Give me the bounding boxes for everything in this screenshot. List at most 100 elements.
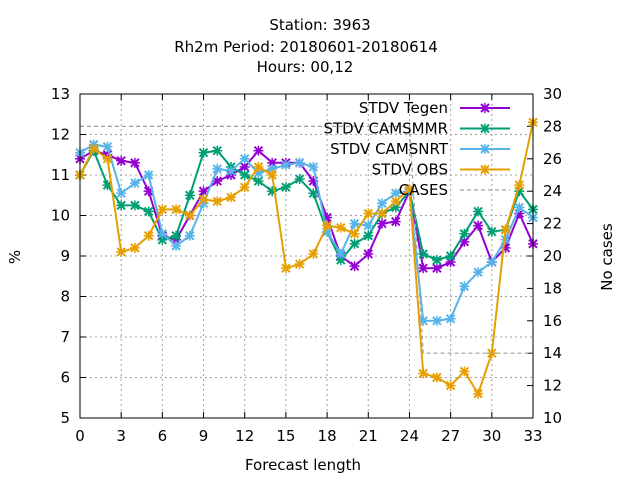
chart-title-line1: Station: 3963 (269, 16, 370, 34)
y-tick-label: 11 (51, 166, 70, 184)
data-point (514, 180, 525, 191)
data-point (129, 157, 140, 168)
data-point (445, 380, 456, 391)
data-point (431, 255, 442, 266)
data-point (500, 224, 511, 235)
series-stdv-camsmmr (75, 145, 538, 266)
x-axis-label: Forecast length (245, 456, 361, 474)
data-point (129, 178, 140, 189)
data-point (486, 226, 497, 237)
data-point (239, 170, 250, 180)
legend-label: STDV Tegen (359, 99, 448, 117)
y-tick-label: 6 (60, 369, 70, 387)
x-tick-label: 12 (235, 427, 254, 445)
y2-tick-label: 12 (543, 377, 562, 395)
y2-tick-label: 16 (543, 312, 562, 330)
data-point (363, 248, 374, 259)
data-point (143, 230, 154, 241)
data-point (226, 192, 236, 203)
legend-item-stdv-obs: STDV OBS (372, 161, 510, 179)
data-point (157, 228, 168, 239)
legend-item-stdv-camsmmr: STDV CAMSMMR (323, 120, 510, 138)
data-point (129, 242, 140, 253)
y2-axis-label: No cases (598, 223, 616, 291)
data-point (129, 200, 140, 211)
data-point (418, 263, 429, 274)
chart-title-line3: Hours: 00,12 (257, 58, 354, 76)
data-point (212, 163, 223, 174)
data-point (390, 196, 401, 207)
series-layer (75, 117, 538, 399)
data-point (349, 218, 360, 229)
data-point (459, 228, 470, 239)
x-tick-label: 24 (400, 427, 419, 445)
legend-item-cases: CASES (399, 181, 510, 199)
series-stdv-obs (75, 117, 538, 399)
data-point (184, 210, 195, 221)
data-point (116, 200, 127, 211)
series-line-cases (80, 125, 533, 354)
data-point (184, 190, 195, 201)
legend-label: STDV CAMSNRT (330, 140, 449, 158)
data-point (363, 208, 374, 219)
data-point (335, 248, 346, 259)
plot-frame (79, 93, 534, 419)
y2-tick-label: 24 (543, 182, 562, 200)
data-point (102, 141, 113, 152)
data-point (280, 263, 291, 274)
data-point (473, 206, 484, 217)
data-point (363, 220, 374, 231)
x-tick-label: 33 (523, 427, 542, 445)
data-point (226, 165, 236, 176)
data-point (116, 155, 127, 166)
data-point (445, 251, 456, 261)
data-point (294, 259, 305, 270)
data-point (377, 218, 387, 229)
series-line-stdv-obs (79, 122, 534, 397)
data-point (253, 161, 264, 172)
y-tick-label: 9 (60, 247, 70, 265)
data-point (171, 230, 182, 241)
data-point (116, 188, 127, 199)
x-tick-label: 30 (482, 427, 501, 445)
data-point (116, 246, 127, 257)
y-tick-label: 13 (51, 85, 70, 103)
data-point (335, 222, 346, 233)
data-point (349, 261, 360, 272)
x-tick-label: 3 (116, 427, 126, 445)
legend-label: CASES (399, 181, 448, 199)
data-point (294, 157, 305, 168)
x-tick-label: 15 (276, 427, 295, 445)
x-tick-label: 27 (441, 427, 460, 445)
legend-item-stdv-camsnrt: STDV CAMSNRT (330, 140, 510, 158)
data-point (212, 145, 223, 156)
data-point (308, 161, 319, 172)
data-point (253, 145, 264, 156)
data-point (239, 182, 250, 193)
y2-tick-label: 14 (543, 344, 562, 362)
legend-marker (480, 144, 490, 154)
y2-tick-label: 30 (543, 85, 562, 103)
data-point (212, 196, 223, 207)
data-point (143, 206, 154, 217)
data-point (459, 366, 470, 377)
y-tick-label: 12 (51, 126, 70, 144)
legend: STDV Tegen STDV CAMSMMR STDV CAMSNRT STDV O… (323, 99, 510, 199)
legend-marker (480, 164, 490, 175)
data-point (267, 170, 278, 180)
data-point (157, 204, 168, 215)
data-point (171, 204, 182, 215)
data-point (198, 147, 209, 158)
legend-label: STDV CAMSMMR (323, 120, 448, 138)
data-point (198, 194, 209, 205)
x-tick-label: 0 (75, 427, 85, 445)
y2-tick-label: 22 (543, 215, 562, 233)
data-point (184, 230, 195, 241)
data-point (322, 220, 333, 231)
series-line-stdv-tegen (79, 149, 534, 270)
data-point (459, 281, 470, 292)
x-tick-label: 6 (158, 427, 168, 445)
series-cases (80, 125, 533, 354)
data-point (171, 240, 182, 251)
data-point (431, 315, 442, 326)
